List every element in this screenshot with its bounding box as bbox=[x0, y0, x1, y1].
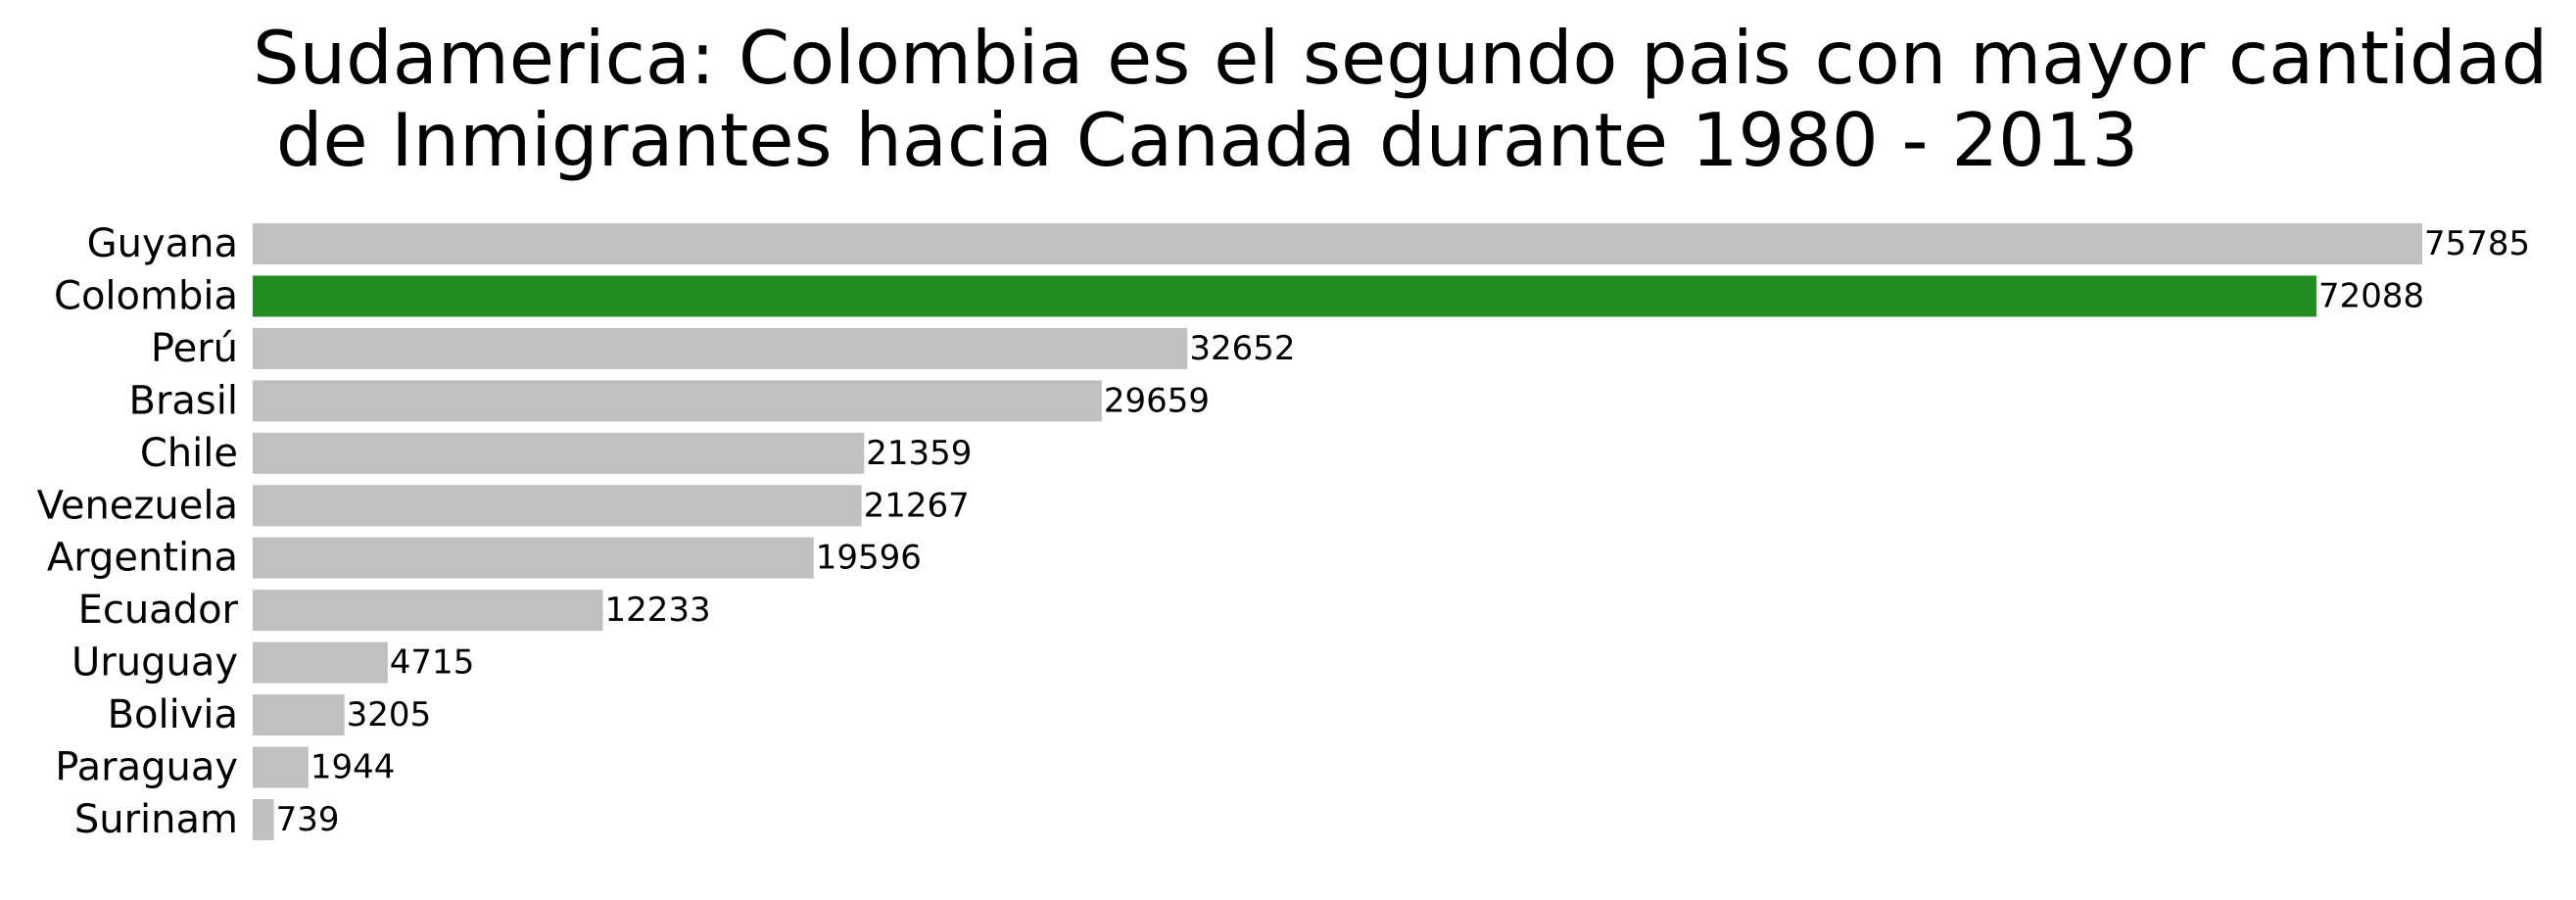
category-label-surinam: Surinam bbox=[74, 797, 238, 842]
category-label-chile: Chile bbox=[140, 431, 238, 476]
bar-argentina bbox=[253, 537, 814, 579]
category-label-bolivia: Bolivia bbox=[108, 692, 238, 737]
value-label-chile: 21359 bbox=[866, 434, 972, 473]
bar-colombia bbox=[253, 275, 2316, 317]
value-label-surinam: 739 bbox=[276, 800, 340, 839]
value-label-paraguay: 1944 bbox=[310, 748, 396, 787]
bar-peru bbox=[253, 327, 1188, 369]
bar-surinam bbox=[253, 798, 274, 840]
bar-paraguay bbox=[253, 746, 309, 788]
value-label-ecuador: 12233 bbox=[605, 591, 711, 630]
category-label-brasil: Brasil bbox=[129, 378, 238, 423]
value-label-bolivia: 3205 bbox=[347, 695, 432, 734]
bar-guyana bbox=[253, 223, 2422, 264]
value-label-peru: 32652 bbox=[1189, 329, 1295, 368]
value-label-venezuela: 21267 bbox=[864, 486, 970, 525]
value-label-guyana: 75785 bbox=[2424, 224, 2530, 263]
bar-uruguay bbox=[253, 641, 388, 684]
category-label-argentina: Argentina bbox=[47, 536, 238, 581]
bar-ecuador bbox=[253, 590, 603, 632]
value-label-argentina: 19596 bbox=[816, 539, 922, 578]
category-label-colombia: Colombia bbox=[54, 273, 238, 318]
bar-chile bbox=[253, 432, 865, 474]
category-label-uruguay: Uruguay bbox=[72, 640, 238, 686]
chart-title-line-1: Sudamerica: Colombia es el segundo pais … bbox=[253, 15, 2549, 101]
bar-venezuela bbox=[253, 485, 862, 527]
value-label-brasil: 29659 bbox=[1104, 381, 1210, 420]
bar-bolivia bbox=[253, 694, 345, 736]
category-label-ecuador: Ecuador bbox=[78, 588, 239, 633]
category-label-venezuela: Venezuela bbox=[37, 483, 238, 528]
category-label-peru: Perú bbox=[151, 326, 238, 371]
bar-brasil bbox=[253, 380, 1102, 422]
value-label-uruguay: 4715 bbox=[390, 643, 475, 683]
category-label-guyana: Guyana bbox=[87, 221, 238, 266]
category-label-paraguay: Paraguay bbox=[55, 745, 238, 790]
value-label-colombia: 72088 bbox=[2318, 276, 2424, 315]
chart-title-line-2: de Inmigrantes hacia Canada durante 1980… bbox=[253, 97, 2139, 183]
